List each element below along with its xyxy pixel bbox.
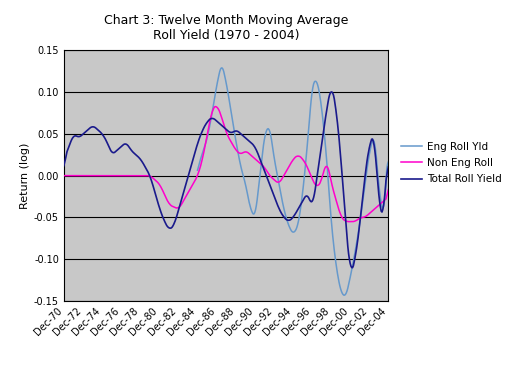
Non Eng Roll [286, 164, 292, 169]
Legend: Eng Roll Yld, Non Eng Roll, Total Roll Yield: Eng Roll Yld, Non Eng Roll, Total Roll Y… [397, 138, 506, 188]
Eng Roll Yld [385, 159, 392, 164]
Total Roll Yield [328, 90, 334, 94]
Line: Total Roll Yield: Total Roll Yield [64, 92, 388, 267]
Non Eng Roll [232, 147, 239, 152]
Non Eng Roll [122, 173, 128, 178]
Total Roll Yield [256, 156, 263, 160]
Total Roll Yield [385, 164, 392, 169]
Total Roll Yield [350, 265, 356, 270]
Title: Chart 3: Twelve Month Moving Average
Roll Yield (1970 - 2004): Chart 3: Twelve Month Moving Average Rol… [104, 14, 348, 42]
Total Roll Yield [285, 218, 292, 223]
Y-axis label: Return (log): Return (log) [20, 142, 30, 209]
Non Eng Roll [272, 179, 279, 183]
Non Eng Roll [285, 166, 292, 170]
Eng Roll Yld [284, 219, 290, 224]
Total Roll Yield [284, 218, 290, 222]
Non Eng Roll [385, 187, 392, 192]
Non Eng Roll [61, 173, 67, 178]
Total Roll Yield [271, 195, 278, 200]
Total Roll Yield [122, 142, 128, 146]
Eng Roll Yld [256, 177, 263, 181]
Non Eng Roll [345, 219, 352, 224]
Non Eng Roll [257, 161, 263, 166]
Eng Roll Yld [231, 132, 238, 137]
Eng Roll Yld [271, 158, 278, 163]
Line: Non Eng Roll: Non Eng Roll [64, 107, 388, 222]
Non Eng Roll [212, 104, 218, 109]
Total Roll Yield [231, 129, 238, 134]
Total Roll Yield [61, 163, 67, 168]
Eng Roll Yld [285, 222, 292, 226]
Line: Eng Roll Yld: Eng Roll Yld [197, 68, 388, 295]
